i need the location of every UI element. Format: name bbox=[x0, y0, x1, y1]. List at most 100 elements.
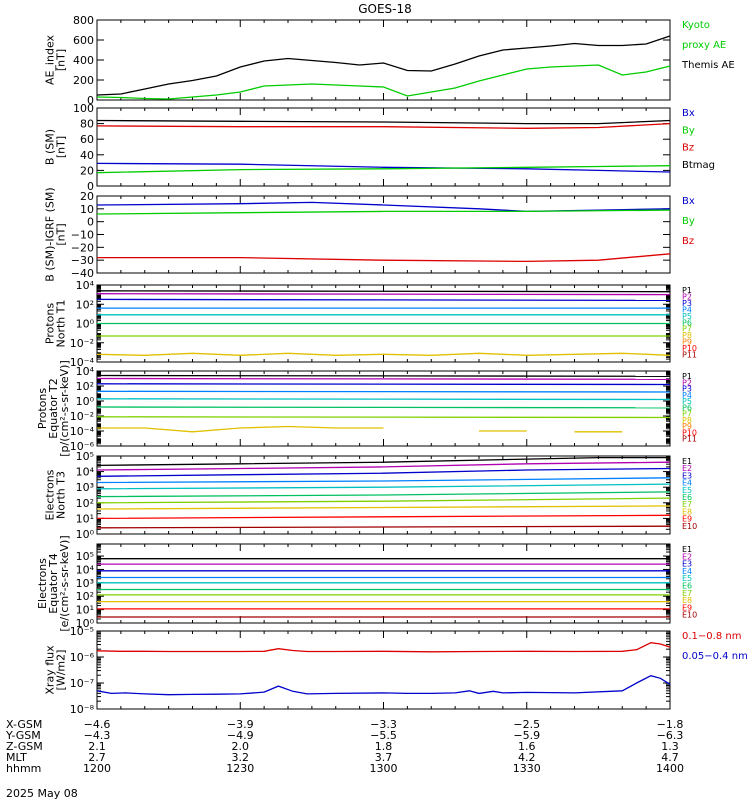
series-line bbox=[96, 398, 671, 401]
y-tick-label: 10⁰ bbox=[76, 617, 95, 630]
series-line bbox=[96, 352, 671, 356]
legend-entry: P10 bbox=[682, 344, 697, 353]
legend-entry: E9 bbox=[682, 515, 692, 524]
y-tick-label: 10¹ bbox=[76, 512, 94, 525]
legend-entry: P8 bbox=[682, 416, 692, 425]
x-axis-row-label: hhmm bbox=[6, 762, 41, 775]
legend-entry: P3 bbox=[682, 299, 692, 308]
x-axis-row-label: MLT bbox=[6, 751, 27, 764]
legend-entry: E8 bbox=[682, 596, 692, 605]
chart-title: GOES-18 bbox=[358, 2, 412, 16]
series-line bbox=[96, 467, 671, 477]
series-line bbox=[96, 483, 671, 490]
series-line bbox=[96, 675, 671, 696]
series-line bbox=[96, 35, 671, 96]
legend-entry: E4 bbox=[682, 479, 692, 488]
series-line bbox=[96, 165, 671, 174]
legend-entry: E6 bbox=[682, 493, 692, 502]
y-tick-label: 400 bbox=[73, 54, 94, 67]
y-tick-label: 0 bbox=[87, 94, 94, 107]
series-line bbox=[96, 377, 671, 380]
legend-entry: P11 bbox=[682, 435, 697, 444]
legend-entry: P2 bbox=[682, 378, 692, 387]
y-tick-label: 10⁻⁵ bbox=[70, 625, 94, 638]
x-axis-value: 1.3 bbox=[661, 740, 679, 753]
y-tick-label: 10⁻⁸ bbox=[70, 703, 95, 716]
x-axis-value: 1300 bbox=[370, 762, 398, 775]
series-line bbox=[96, 293, 671, 296]
series-line bbox=[96, 64, 671, 100]
legend-entry: P5 bbox=[682, 397, 692, 406]
x-axis-value: −4.3 bbox=[84, 729, 111, 742]
x-axis-value: 1200 bbox=[83, 762, 111, 775]
legend-entry: P3 bbox=[682, 385, 692, 394]
legend-entry: By bbox=[682, 125, 695, 136]
y-tick-label: 10⁻⁴ bbox=[70, 356, 95, 369]
legend-entry: E5 bbox=[682, 574, 692, 583]
legend-entry: P4 bbox=[682, 305, 692, 314]
series-line bbox=[96, 119, 671, 125]
series-line bbox=[96, 514, 671, 520]
y-tick-label: 10⁴ bbox=[76, 466, 95, 479]
x-axis-value: 3.7 bbox=[375, 751, 393, 764]
legend-entry: P1 bbox=[682, 286, 692, 295]
x-axis-value: −4.9 bbox=[227, 729, 254, 742]
legend-entry: E6 bbox=[682, 582, 692, 591]
y-tick-label: 10² bbox=[76, 298, 94, 311]
y-tick-label: 0 bbox=[87, 180, 94, 193]
series-line bbox=[96, 201, 671, 213]
y-axis-label: [p/(cm²-s-sr-keV)] bbox=[58, 360, 71, 457]
y-axis-label: Equator T4 bbox=[47, 553, 60, 613]
legend-entry: E10 bbox=[682, 611, 697, 620]
y-axis-label: Xray flux bbox=[44, 645, 57, 695]
series-line bbox=[96, 374, 671, 377]
y-tick-label: −10 bbox=[71, 229, 94, 242]
legend-entry: E3 bbox=[682, 560, 692, 569]
legend-entry: E5 bbox=[682, 486, 692, 495]
series-line bbox=[96, 122, 671, 129]
x-axis-value: 1330 bbox=[513, 762, 541, 775]
x-axis-value: 2.0 bbox=[232, 740, 250, 753]
x-axis-value: −3.3 bbox=[370, 718, 397, 731]
y-tick-label: 20 bbox=[80, 190, 94, 203]
series-line bbox=[96, 525, 671, 529]
legend-entry: E1 bbox=[682, 457, 692, 466]
y-tick-label: 600 bbox=[73, 34, 94, 47]
legend-entry: P11 bbox=[682, 351, 697, 360]
x-axis-value: 1.6 bbox=[518, 740, 536, 753]
legend-entry: E10 bbox=[682, 522, 697, 531]
y-tick-label: 10⁻⁶ bbox=[70, 651, 95, 664]
legend-entry: P6 bbox=[682, 318, 692, 327]
y-tick-label: 10² bbox=[76, 590, 94, 603]
legend-entry: E3 bbox=[682, 471, 692, 480]
y-axis-label: [nT] bbox=[55, 136, 68, 158]
y-axis-label: Protons bbox=[44, 303, 57, 344]
y-tick-label: 100 bbox=[73, 102, 94, 115]
legend-entry: 0.05−0.4 nm bbox=[682, 651, 748, 662]
y-tick-label: 80 bbox=[80, 118, 94, 131]
date-label: 2025 May 08 bbox=[6, 787, 78, 800]
legend-entry: P1 bbox=[682, 372, 692, 381]
y-tick-label: 10¹ bbox=[76, 604, 94, 617]
legend-entry: Kyoto bbox=[682, 20, 710, 31]
y-axis-label: [nT] bbox=[55, 49, 68, 71]
legend-entry: 0.1−0.8 nm bbox=[682, 631, 741, 642]
y-tick-label: 40 bbox=[80, 149, 94, 162]
panel-frame bbox=[96, 370, 671, 447]
x-axis-row-label: X-GSM bbox=[6, 718, 42, 731]
legend-entry: P2 bbox=[682, 292, 692, 301]
legend-entry: P7 bbox=[682, 410, 692, 419]
y-tick-label: 10⁴ bbox=[76, 279, 95, 292]
legend-entry: Bx bbox=[682, 196, 695, 207]
y-tick-label: 10⁰ bbox=[76, 318, 95, 331]
panel-frame bbox=[96, 107, 671, 187]
x-axis-value: 1400 bbox=[656, 762, 684, 775]
legend-entry: P7 bbox=[682, 325, 692, 334]
legend-entry: P8 bbox=[682, 331, 692, 340]
x-axis-value: 1230 bbox=[226, 762, 254, 775]
series-line bbox=[96, 290, 671, 293]
y-tick-label: 10⁵ bbox=[76, 450, 94, 463]
